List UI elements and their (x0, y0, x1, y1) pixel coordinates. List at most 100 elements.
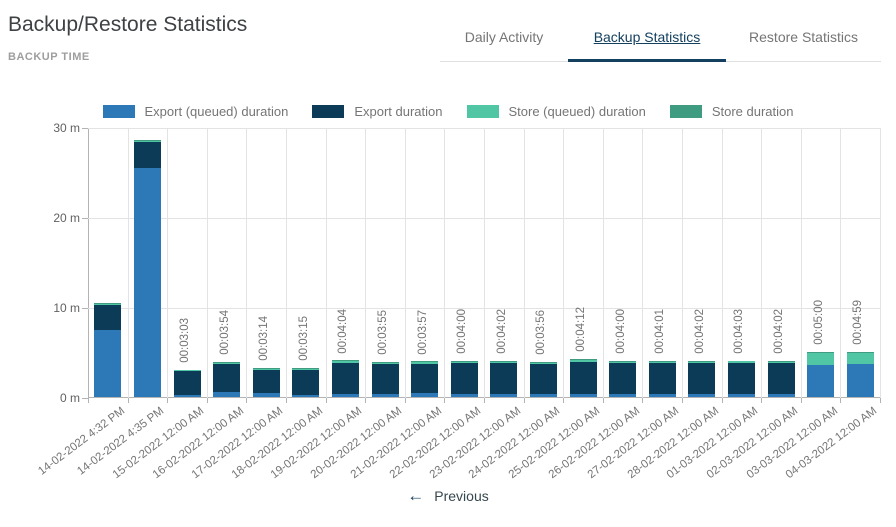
bar-stack[interactable] (133, 140, 161, 397)
bar-segment (331, 363, 359, 395)
bar-stack[interactable] (490, 360, 518, 397)
x-axis-tick (167, 398, 169, 403)
x-axis-tick (682, 398, 683, 403)
bar-stack[interactable] (569, 359, 597, 397)
bar-duration-label: 00:04:00 (614, 309, 627, 354)
x-axis-tick (484, 398, 485, 403)
bar-duration-label: 00:03:54 (218, 310, 231, 355)
bar-segment (688, 363, 716, 394)
bar-segment (807, 352, 835, 354)
bar-stack[interactable] (292, 367, 320, 397)
bar-segment (292, 368, 320, 370)
bar-duration-label: 00:04:12 (575, 307, 587, 353)
vertical-gridline (761, 128, 763, 398)
x-axis-tick (286, 398, 287, 403)
bar-segment (331, 394, 359, 397)
bar-segment (450, 393, 478, 397)
bar-duration-label: 00:04:03 (733, 308, 746, 354)
bar-duration-label: 00:03:03 (179, 317, 191, 363)
tab-daily-activity[interactable]: Daily Activity (440, 12, 568, 61)
bar-stack[interactable] (807, 352, 835, 397)
bar-segment (569, 393, 597, 397)
bar-segment (173, 394, 201, 397)
bar-segment (767, 361, 795, 363)
bar-stack[interactable] (609, 361, 637, 397)
y-axis-tick-label: 20 m (53, 211, 80, 225)
bar-stack[interactable] (252, 367, 280, 397)
legend-item[interactable]: Export (queued) duration (102, 104, 289, 119)
vertical-gridline (800, 128, 802, 398)
bar-stack[interactable] (411, 361, 439, 397)
x-axis-tick (88, 398, 89, 403)
bar-segment (569, 360, 597, 362)
bar-stack[interactable] (688, 360, 716, 397)
x-axis-tick (800, 398, 802, 403)
vertical-gridline (721, 128, 723, 398)
legend-item[interactable]: Store (queued) duration (466, 104, 646, 119)
bar-segment (411, 393, 439, 397)
tab-backup-statistics[interactable]: Backup Statistics (568, 12, 726, 62)
bar-duration-label: 00:04:02 (773, 308, 785, 354)
bar-segment (450, 363, 478, 394)
vertical-gridline (127, 128, 129, 398)
bar-duration-label: 00:04:59 (852, 300, 865, 346)
bar-segment (213, 361, 241, 363)
bar-segment (807, 364, 835, 397)
legend-label: Export (queued) duration (144, 104, 289, 119)
bar-stack[interactable] (727, 360, 755, 397)
vertical-gridline (286, 128, 287, 398)
bar-stack[interactable] (173, 369, 201, 397)
bar-segment (173, 371, 201, 395)
bar-segment (688, 393, 716, 397)
bar-segment (688, 361, 716, 363)
tab-label: Backup Statistics (593, 28, 701, 45)
x-axis-tick (365, 398, 367, 403)
bar-duration-label: 00:03:57 (416, 309, 429, 355)
bar-stack[interactable] (529, 361, 557, 397)
bar-duration-label: 00:04:00 (456, 309, 469, 354)
bar-segment (94, 303, 122, 305)
x-axis-tick (325, 398, 327, 403)
bar-segment (846, 352, 874, 354)
bar-segment (331, 360, 359, 362)
legend-label: Store duration (711, 104, 794, 119)
bar-stack[interactable] (331, 360, 359, 397)
bar-segment (688, 360, 716, 362)
bar-segment (371, 361, 399, 363)
y-axis-tick-label: 10 m (53, 301, 80, 315)
legend-swatch (102, 105, 135, 118)
bar-segment (450, 361, 478, 362)
bar-segment (529, 363, 557, 394)
vertical-gridline (404, 128, 406, 398)
bar-segment (94, 304, 122, 306)
x-axis-tick (840, 398, 842, 403)
bar-stack[interactable] (450, 361, 478, 397)
legend-item[interactable]: Export duration (312, 104, 443, 119)
bar-stack[interactable] (94, 303, 122, 397)
bar-stack[interactable] (648, 360, 676, 397)
x-axis-tick (127, 398, 129, 403)
legend-swatch (669, 105, 702, 118)
bar-stack[interactable] (767, 360, 795, 397)
bar-segment (648, 360, 676, 362)
vertical-gridline (325, 128, 327, 398)
horizontal-gridline (88, 218, 880, 219)
bar-stack[interactable] (371, 361, 399, 397)
bar-stack[interactable] (213, 361, 241, 397)
legend-item[interactable]: Store duration (669, 104, 794, 119)
tab-label: Daily Activity (464, 28, 544, 45)
bar-duration-label: 00:04:02 (693, 308, 706, 354)
bar-segment (807, 353, 835, 365)
bar-segment (252, 368, 280, 370)
bar-segment (252, 393, 280, 397)
bar-stack[interactable] (846, 352, 874, 397)
vertical-gridline (484, 128, 485, 398)
previous-button[interactable]: ← Previous (407, 487, 488, 504)
bar-segment (331, 361, 359, 364)
bar-segment (252, 369, 280, 394)
chart-legend: Export (queued) duration Export duration S… (0, 104, 896, 119)
tab-restore-statistics[interactable]: Restore Statistics (726, 12, 881, 61)
bar-segment (490, 360, 518, 362)
x-axis-tick (563, 398, 565, 403)
